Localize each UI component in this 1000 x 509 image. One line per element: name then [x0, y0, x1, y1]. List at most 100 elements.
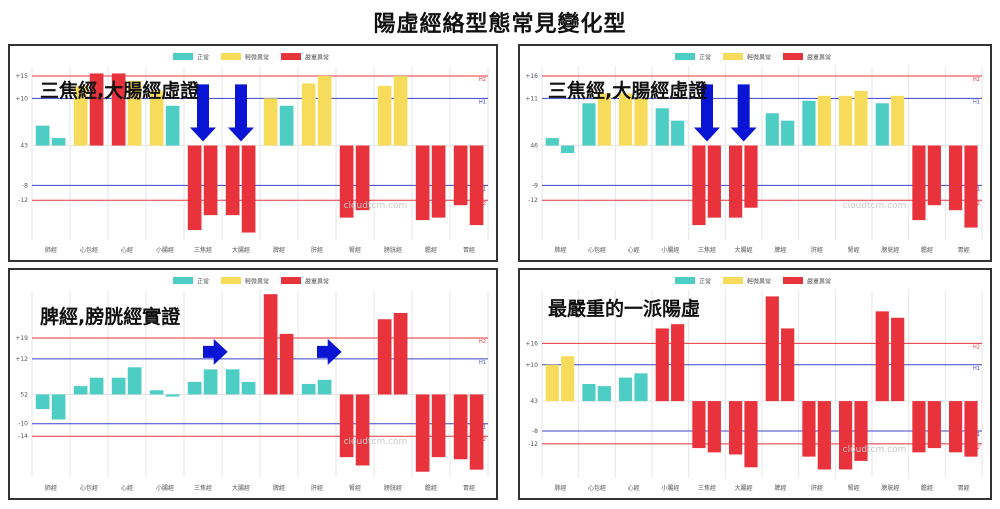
x-tick-label: 膀胱經: [881, 484, 899, 492]
chart-svg-1: 正常輕微異常嚴重異常H2+15H1+1043L1-8L2-12肺經心包經心經小腸…: [15, 53, 489, 254]
legend-swatch: [281, 53, 301, 60]
bar: [377, 85, 392, 146]
x-tick-label: 脾經: [273, 484, 285, 492]
chart-svg-2: 正常輕微異常嚴重異常H2+16H1+1146L1-9L2-12肺經心包經心經小腸…: [525, 53, 983, 254]
x-tick-label: 小腸經: [156, 484, 174, 492]
bar: [781, 328, 795, 402]
watermark: cloudtcm.com: [843, 445, 907, 455]
bar: [339, 145, 354, 218]
down-arrow: [228, 84, 254, 142]
bar: [744, 401, 758, 468]
x-tick-label: 腎經: [349, 246, 361, 254]
bar: [149, 90, 164, 146]
bar: [393, 312, 408, 395]
bar: [634, 98, 648, 146]
threshold-tag: H2: [973, 77, 980, 83]
bar: [241, 381, 256, 395]
bar: [619, 377, 633, 402]
bar: [545, 138, 559, 146]
bar: [817, 401, 831, 470]
page-title: 陽虛經絡型態常見變化型: [373, 12, 627, 37]
right-arrow: [203, 338, 228, 365]
bar: [765, 113, 779, 146]
x-tick-label: 心經: [121, 484, 133, 492]
y-tick-label: +10: [525, 362, 538, 369]
x-tick-label: 肝經: [811, 484, 823, 492]
x-tick-label: 膽經: [425, 246, 437, 254]
bar: [802, 401, 816, 457]
bar: [854, 90, 868, 146]
threshold-tag: H1: [973, 99, 980, 105]
y-tick-label: -12: [528, 441, 538, 448]
legend-swatch: [173, 277, 193, 284]
bar: [263, 98, 278, 146]
bar: [263, 294, 278, 395]
bar: [692, 145, 706, 226]
bar: [127, 80, 142, 146]
bar: [431, 145, 446, 218]
legend: 正常 輕微異常 嚴重異常: [675, 53, 831, 62]
bar: [225, 145, 240, 216]
x-tick-label: 心包經: [80, 246, 98, 254]
legend-label: 正常: [699, 278, 711, 286]
x-tick-label: 膽經: [921, 484, 933, 492]
x-tick-label: 小腸經: [661, 246, 679, 254]
x-tick-label: 三焦經: [194, 484, 212, 492]
x-tick-label: 胃經: [958, 484, 970, 492]
x-tick-label: 三焦經: [194, 246, 212, 254]
bar: [51, 138, 66, 146]
bar: [51, 394, 66, 420]
bar: [802, 100, 816, 146]
chart-heading-1: 三焦經,大腸經虛證: [40, 80, 200, 102]
bar: [241, 145, 256, 233]
bar: [355, 145, 370, 211]
watermark: cloudtcm.com: [344, 201, 408, 211]
legend-label: 輕微異常: [245, 278, 269, 286]
y-tick-label: +12: [15, 356, 28, 363]
watermark: cloudtcm.com: [344, 437, 408, 447]
y-tick-label: -8: [22, 182, 28, 189]
chart-panel-2: 正常輕微異常嚴重異常H2+16H1+1146L1-9L2-12肺經心包經心經小腸…: [518, 44, 992, 262]
x-tick-label: 脾經: [774, 484, 786, 492]
bar: [355, 394, 370, 466]
bar: [781, 120, 795, 146]
x-tick-label: 肺經: [554, 484, 566, 492]
x-tick-label: 心包經: [588, 484, 606, 492]
legend-swatch: [783, 277, 803, 284]
bar: [127, 367, 142, 395]
y-tick-label: +10: [15, 95, 28, 102]
bar: [582, 103, 596, 146]
bar: [949, 145, 963, 211]
y-tick-label: -12: [18, 197, 28, 204]
threshold-tag: H2: [973, 344, 980, 350]
bar: [561, 356, 575, 402]
x-tick-label: 肝經: [311, 246, 323, 254]
bar: [927, 401, 941, 449]
x-tick-label: 心經: [628, 484, 640, 492]
x-tick-label: 大腸經: [735, 246, 753, 254]
bar: [203, 369, 218, 395]
bar: [301, 384, 316, 395]
bar: [203, 145, 218, 216]
y-tick-label: -9: [532, 182, 538, 189]
y-tick-label: +15: [15, 73, 28, 80]
legend-label: 嚴重異常: [807, 278, 831, 286]
bar: [317, 379, 332, 395]
bar: [839, 95, 853, 146]
bar: [431, 394, 446, 458]
chart-heading-4: 最嚴重的一派陽虛: [548, 298, 701, 320]
bar: [839, 401, 853, 470]
legend: 正常 輕微異常 嚴重異常: [675, 277, 831, 286]
bar: [582, 384, 596, 402]
bar: [187, 145, 202, 231]
x-tick-label: 腎經: [848, 246, 860, 254]
x-tick-label: 大腸經: [232, 246, 250, 254]
y-tick-label: -12: [528, 197, 538, 204]
x-tick-label: 胃經: [463, 484, 475, 492]
x-tick-label: 脾經: [273, 246, 285, 254]
bar: [561, 145, 575, 153]
bar: [279, 333, 294, 395]
bar: [165, 105, 180, 146]
chart-panel-4: 正常輕微異常嚴重異常H2+16H1+1043L1-8L2-12肺經心包經心經小腸…: [518, 268, 992, 500]
chart-panel-3: 正常輕微異常嚴重異常H2+19H1+1252L1-10L2-14肺經心包經心經小…: [8, 268, 498, 500]
